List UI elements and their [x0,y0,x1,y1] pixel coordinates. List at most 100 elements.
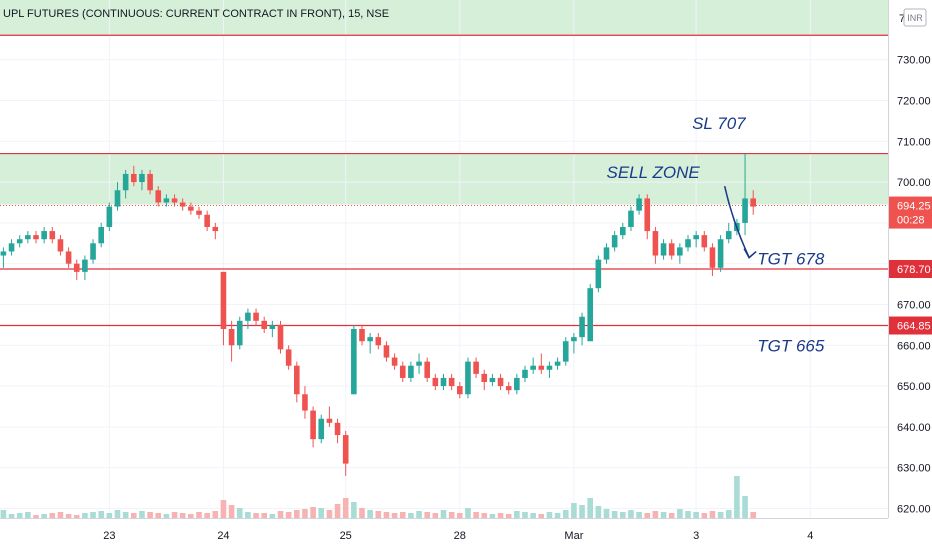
volume-bar [448,512,455,518]
candle [685,235,691,252]
candle [163,194,170,207]
candle [416,353,422,374]
candle [489,373,496,387]
candle [98,222,104,248]
candle [611,231,618,252]
volume-bar [188,514,194,518]
candle [342,430,349,476]
volume-bar [114,510,121,518]
candle [546,361,553,378]
candle [660,239,667,260]
time-tick-label: 23 [103,530,115,542]
volume-bar [139,511,145,518]
candle [595,255,602,293]
candle [636,194,642,215]
annotations: SL 707 SELL ZONE TGT 678 TGT 665 [607,114,825,355]
volume-bar [171,512,178,518]
volume-bar [318,508,325,518]
volume-bar [709,511,716,518]
volume-bar [277,511,284,518]
time-tick-label: 28 [454,530,466,542]
price-tick-label: 620.00 [897,504,931,516]
candle [106,202,113,232]
volume-bars [0,476,756,518]
volume-bar [65,514,72,518]
last-price-label: 694.25 [897,201,931,213]
volume-bar [497,513,504,518]
volume-bar [677,509,683,518]
candle [139,169,145,191]
candle [253,308,259,325]
volume-bar [163,514,170,518]
price-tick-label: 700.00 [897,177,931,189]
candles [0,153,756,476]
price-tick-label: 650.00 [897,381,931,393]
candle [188,202,194,215]
volume-bar [57,512,64,518]
candle [644,194,651,240]
candle [440,373,447,391]
volume-bar [204,513,210,518]
volume-bar [701,513,708,518]
volume-bar [383,512,390,518]
candle [391,353,398,370]
volume-bar [734,476,740,518]
volume-bar [106,513,113,518]
price-tick-label: 710.00 [897,136,931,148]
candle [603,243,610,264]
volume-bar [620,512,626,518]
volume-bar [49,513,56,518]
volume-bar [391,513,398,518]
candle [73,259,80,281]
level-price-label: 664.85 [897,321,931,333]
volume-bar [342,498,349,518]
candle [465,357,471,399]
candle [294,361,300,403]
candle [147,169,153,195]
candle [750,190,756,215]
candle [359,324,365,346]
candle [717,235,724,272]
currency-badge[interactable]: INR [903,8,927,27]
volume-bar [285,512,292,518]
last-price-timer: 00:28 [897,215,925,227]
volume-bar [725,510,732,518]
volume-bar [652,511,659,518]
level-price-box [889,260,932,279]
annotation-text: SL 707 [692,114,746,133]
level-price-box [889,316,932,335]
candle [677,243,683,264]
volume-bar [636,512,642,518]
volume-bar [481,513,488,518]
time-tick-label: 24 [217,530,229,542]
volume-bar [522,512,528,518]
volume-bar [131,513,137,518]
volume-bar [457,513,463,518]
candle [652,226,659,264]
price-axis-labels: 694.25 00:28 678.70 664.85 [889,196,932,335]
volume-bar [16,513,23,518]
candle [269,320,276,338]
candle [709,243,716,276]
candle [220,271,227,346]
last-price-box [889,196,932,229]
candle [204,210,210,232]
candle [351,324,357,395]
candle [562,337,569,366]
chart-title: UPL FUTURES (CONTINUOUS: CURRENT CONTRAC… [3,8,389,20]
volume-bar [334,504,341,518]
candle [514,373,520,395]
volume-bar [310,507,316,518]
grid-lines [0,0,888,518]
volume-bar [514,511,520,518]
volume-bar [693,512,699,518]
annotation-text: TGT 678 [757,250,825,269]
price-tick-label: 670.00 [897,300,931,312]
candle [375,333,382,350]
volume-bar [269,514,276,518]
volume-bar [416,511,422,518]
candle [334,418,341,444]
candle [155,186,162,207]
candle [668,239,675,260]
